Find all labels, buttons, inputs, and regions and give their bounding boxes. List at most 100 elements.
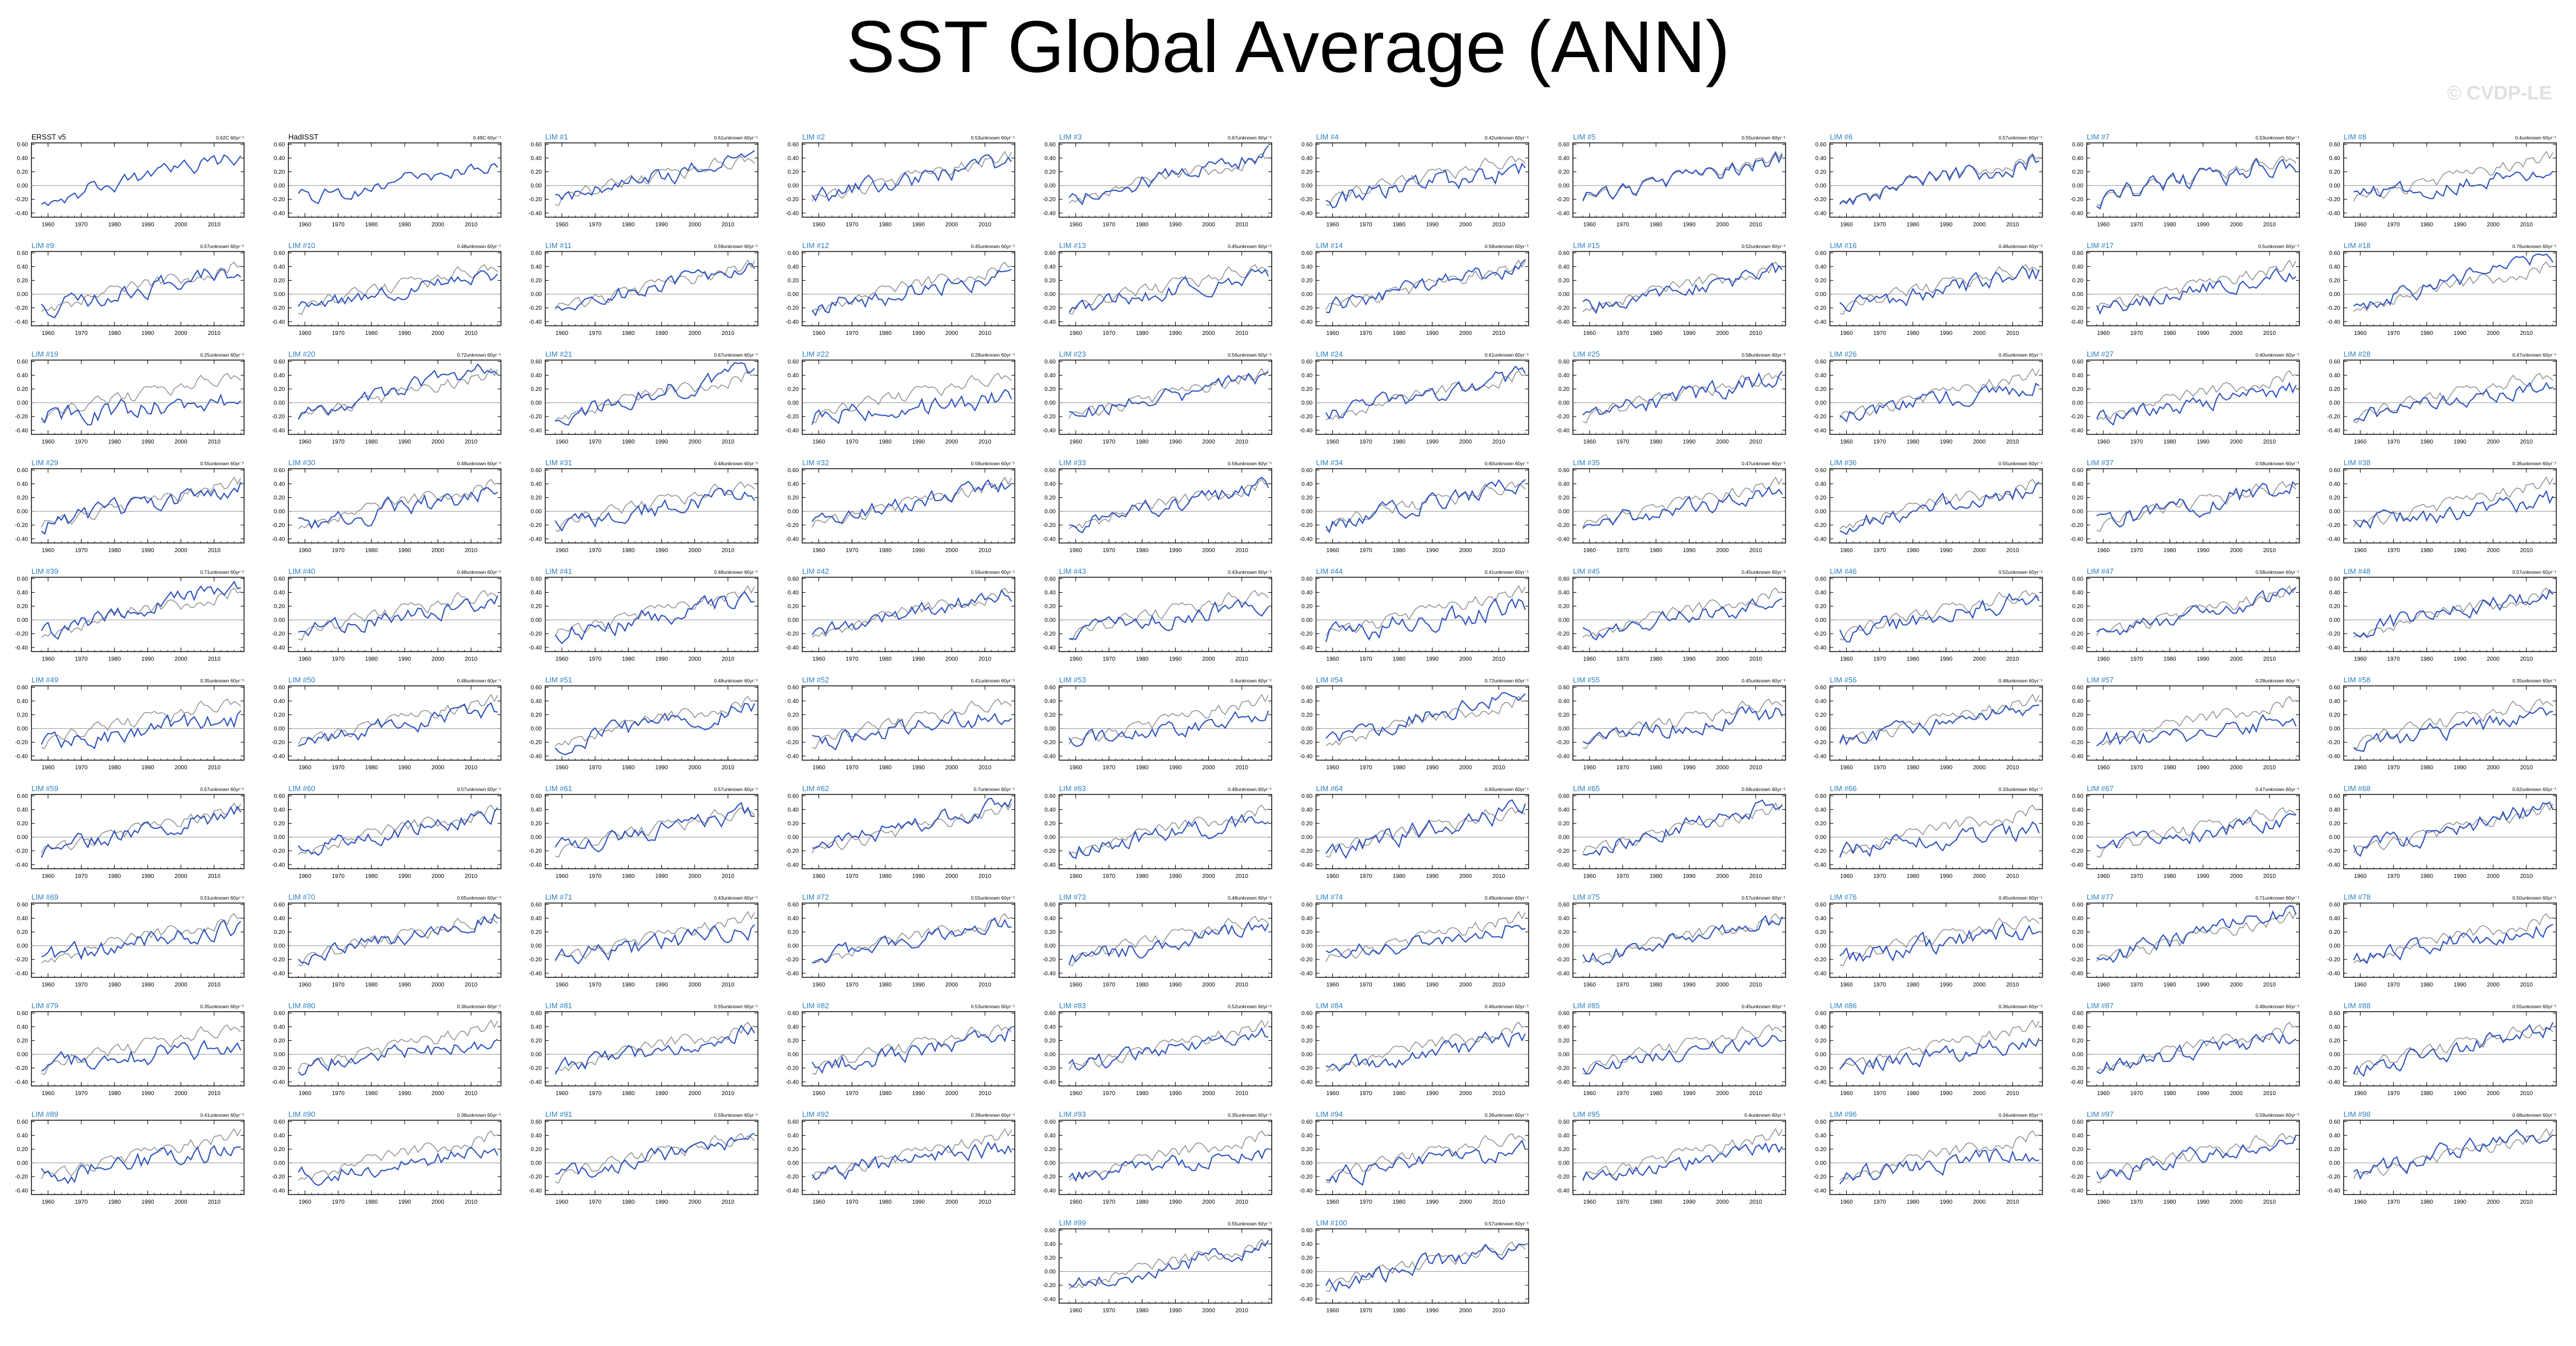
y-tick-label: 0.40 bbox=[274, 155, 285, 162]
y-tick-label: -0.40 bbox=[2327, 319, 2341, 325]
x-tick-label: 2010 bbox=[1492, 656, 1505, 662]
obs-reference-line bbox=[2096, 260, 2296, 310]
x-tick-label: 1980 bbox=[2421, 548, 2434, 554]
y-tick-label: -0.40 bbox=[786, 645, 799, 651]
x-tick-label: 1990 bbox=[1426, 330, 1439, 337]
y-tick-label: 0.40 bbox=[2072, 373, 2084, 379]
y-tick-label: -0.20 bbox=[1300, 414, 1313, 420]
y-tick-label: 0.60 bbox=[1301, 685, 1313, 691]
x-tick-label: 1990 bbox=[2196, 548, 2210, 554]
x-tick-label: 1980 bbox=[108, 656, 121, 662]
y-tick-label: 0.00 bbox=[17, 617, 29, 624]
y-tick-label: -0.40 bbox=[529, 319, 542, 325]
panel-trend-label: 0.61unknown 60yr⁻¹ bbox=[1485, 352, 1529, 358]
y-tick-label: -0.20 bbox=[529, 848, 542, 854]
x-tick-label: 1980 bbox=[1907, 439, 1920, 445]
y-tick-label: -0.40 bbox=[529, 536, 542, 542]
x-tick-label: 1980 bbox=[622, 656, 635, 662]
panel-title: LIM #10 bbox=[289, 241, 315, 250]
panel-title: LIM #6 bbox=[1830, 133, 1853, 141]
x-tick-label: 2010 bbox=[1492, 222, 1505, 228]
y-tick-label: 0.60 bbox=[531, 793, 542, 800]
y-tick-label: 0.20 bbox=[1045, 278, 1056, 284]
obs-reference-line bbox=[298, 694, 498, 744]
y-tick-label: 0.00 bbox=[1815, 834, 1827, 841]
y-tick-label: 0.40 bbox=[1815, 698, 1827, 705]
y-tick-label: -0.20 bbox=[15, 197, 28, 203]
x-tick-label: 1980 bbox=[622, 222, 635, 228]
plot-frame bbox=[545, 794, 758, 869]
y-tick-label: 0.20 bbox=[2072, 712, 2084, 718]
y-tick-label: 0.00 bbox=[17, 726, 29, 732]
obs-reference-line bbox=[555, 482, 754, 532]
x-tick-label: 1960 bbox=[42, 656, 55, 662]
y-tick-label: 0.20 bbox=[274, 386, 285, 393]
y-tick-label: 0.40 bbox=[274, 373, 285, 379]
obs-reference-line bbox=[1840, 154, 2039, 203]
x-tick-label: 1970 bbox=[846, 330, 859, 337]
y-tick-label: -0.20 bbox=[1814, 522, 1827, 529]
series-line bbox=[1069, 269, 1268, 313]
panel-trend-label: 0.28unknown 60yr⁻¹ bbox=[2255, 678, 2299, 684]
panel-title: LIM #61 bbox=[545, 784, 572, 793]
y-tick-label: -0.40 bbox=[1043, 536, 1056, 542]
y-tick-label: -0.20 bbox=[15, 522, 28, 529]
y-tick-label: 0.00 bbox=[1301, 183, 1313, 189]
panel-trend-label: 0.48unknown 60yr⁻¹ bbox=[1999, 243, 2043, 249]
y-tick-label: -0.20 bbox=[1300, 305, 1313, 311]
panel-trend-label: 0.67unknown 60yr⁻¹ bbox=[714, 352, 758, 358]
x-tick-label: 2010 bbox=[2006, 548, 2019, 554]
y-tick-label: 0.60 bbox=[788, 468, 799, 474]
x-tick-label: 2010 bbox=[2006, 873, 2019, 880]
y-tick-label: 0.00 bbox=[17, 291, 29, 298]
panel-title: LIM #11 bbox=[545, 241, 572, 250]
plot-frame bbox=[1059, 469, 1272, 543]
x-tick-label: 1960 bbox=[2097, 656, 2110, 662]
y-tick-label: -0.20 bbox=[1043, 414, 1056, 420]
y-tick-label: 0.00 bbox=[1559, 726, 1570, 732]
y-tick-label: -0.20 bbox=[529, 740, 542, 746]
x-tick-label: 1960 bbox=[42, 439, 55, 445]
y-tick-label: 0.20 bbox=[2329, 169, 2341, 175]
y-tick-label: 0.00 bbox=[1559, 400, 1570, 406]
series-line bbox=[2354, 254, 2553, 309]
series-line bbox=[812, 798, 1012, 848]
x-tick-label: 1990 bbox=[1169, 656, 1182, 662]
y-tick-label: -0.20 bbox=[786, 522, 799, 529]
y-tick-label: 0.40 bbox=[17, 807, 29, 813]
x-tick-label: 1980 bbox=[879, 765, 892, 771]
x-tick-label: 2010 bbox=[1750, 873, 1763, 880]
y-tick-label: -0.40 bbox=[1043, 645, 1056, 651]
x-tick-label: 1970 bbox=[1103, 656, 1116, 662]
y-tick-label: 0.20 bbox=[274, 604, 285, 610]
y-tick-label: 0.40 bbox=[1815, 590, 1827, 596]
x-tick-label: 1980 bbox=[1907, 222, 1920, 228]
y-tick-label: 0.40 bbox=[1301, 481, 1313, 488]
y-tick-label: -0.20 bbox=[1300, 522, 1313, 529]
x-tick-label: 1980 bbox=[1136, 873, 1149, 880]
x-tick-label: 1980 bbox=[365, 548, 378, 554]
x-tick-label: 1960 bbox=[1840, 548, 1853, 554]
y-tick-label: -0.40 bbox=[529, 645, 542, 651]
x-tick-label: 2010 bbox=[2263, 656, 2277, 662]
y-tick-label: 0.60 bbox=[1815, 468, 1827, 474]
x-tick-label: 1970 bbox=[332, 548, 345, 554]
x-tick-label: 1970 bbox=[1616, 330, 1630, 337]
x-tick-label: 1980 bbox=[2163, 765, 2176, 771]
y-tick-label: -0.40 bbox=[1043, 210, 1056, 217]
x-tick-label: 1960 bbox=[298, 656, 311, 662]
y-tick-label: 0.20 bbox=[1301, 169, 1313, 175]
plot-frame bbox=[545, 577, 758, 652]
y-tick-label: 0.60 bbox=[274, 685, 285, 691]
y-tick-label: 0.60 bbox=[2329, 576, 2341, 582]
y-tick-label: 0.20 bbox=[274, 169, 285, 175]
y-tick-label: 0.00 bbox=[274, 617, 285, 624]
x-tick-label: 1990 bbox=[912, 873, 925, 880]
y-tick-label: 0.00 bbox=[2329, 617, 2341, 624]
series-line bbox=[1840, 594, 2039, 642]
